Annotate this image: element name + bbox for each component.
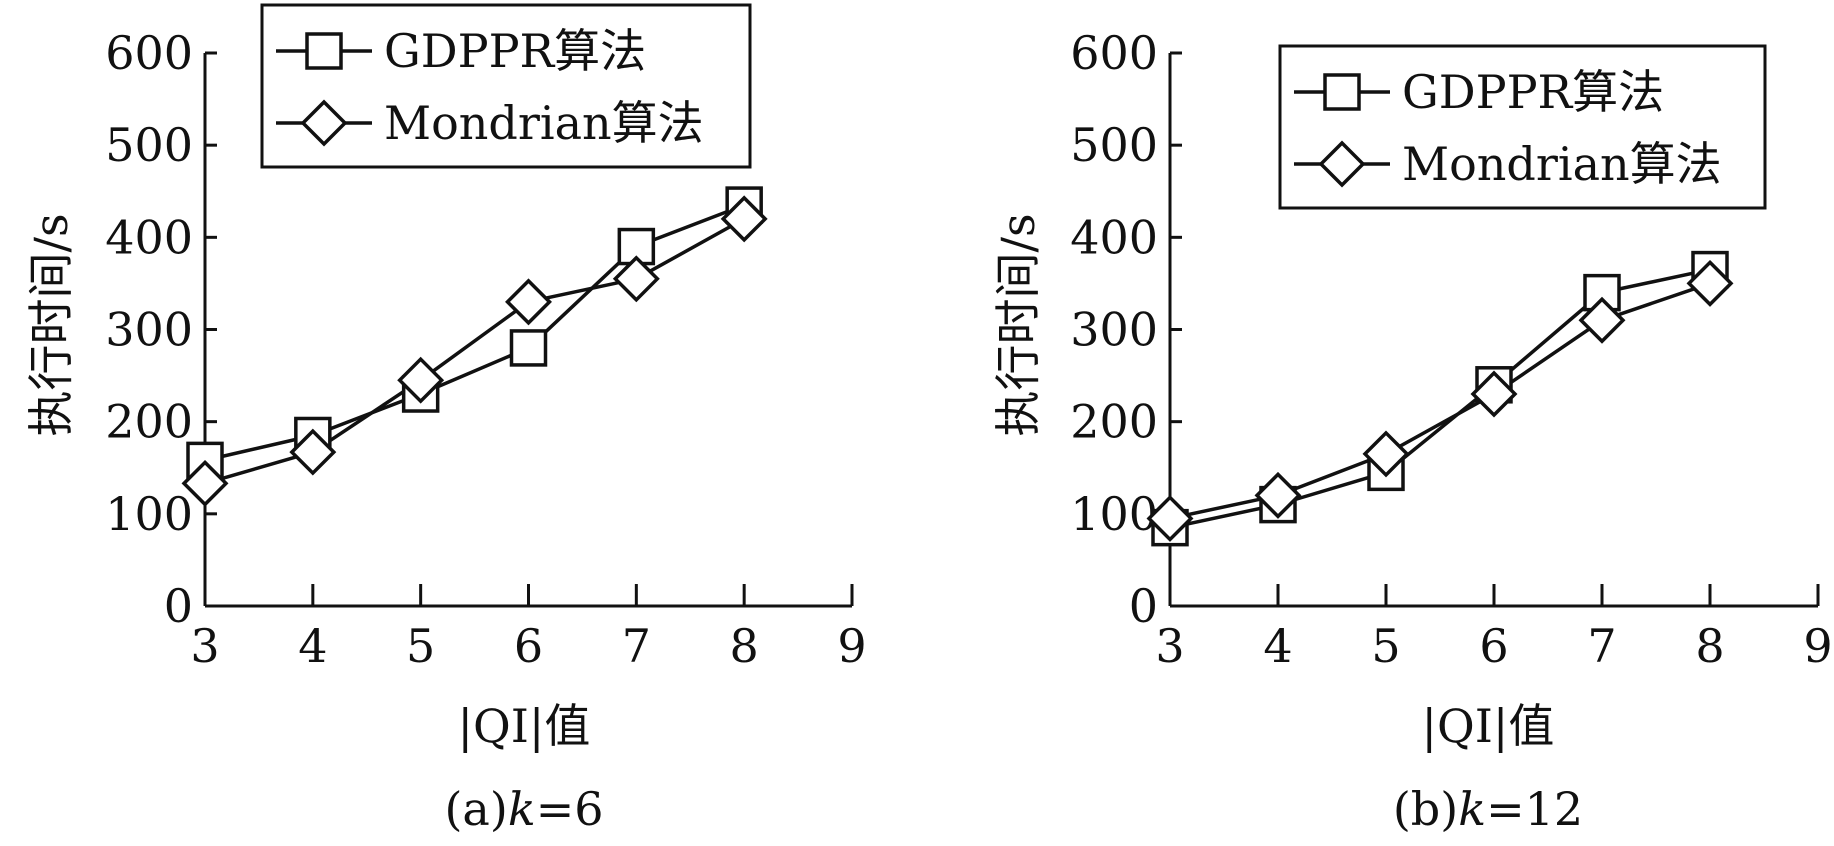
x-tick-label: 4: [1263, 619, 1292, 673]
data-point-diamond: [1470, 370, 1518, 418]
legend-marker-diamond: [300, 99, 348, 147]
data-point-diamond: [505, 278, 552, 326]
caption-a: (a)k=6: [444, 782, 603, 836]
x-axis-title-a: |QI|值: [458, 699, 591, 753]
data-point-diamond: [612, 255, 660, 303]
x-tick-label: 8: [1695, 619, 1724, 673]
y-tick-label: 300: [1070, 303, 1158, 357]
x-tick-label: 3: [1155, 619, 1184, 673]
x-tick-label: 7: [622, 619, 651, 673]
data-point-diamond: [1578, 296, 1626, 344]
caption-a-suffix: =6: [536, 782, 604, 836]
legend-label: Mondrian算法: [384, 96, 704, 150]
x-tick-label: 5: [1371, 619, 1400, 673]
legend-marker-square: [1323, 73, 1361, 111]
data-point-diamond: [1146, 494, 1194, 542]
data-point-diamond: [289, 428, 337, 476]
caption-b: (b)k=12: [1393, 782, 1583, 836]
series-group-b: [1146, 250, 1734, 547]
y-tick-label: 200: [1070, 395, 1158, 449]
legend-label: GDPPR算法: [384, 24, 646, 78]
y-tick-label: 500: [105, 118, 193, 172]
series-line-diamond: [1169, 281, 1711, 521]
series-line-square: [204, 203, 745, 463]
data-point-diamond: [1362, 430, 1410, 478]
legend-label: GDPPR算法: [1402, 65, 1664, 119]
x-tick-label: 9: [1803, 619, 1832, 673]
data-point-diamond: [1686, 259, 1734, 307]
y-tick-label: 100: [1070, 487, 1158, 541]
data-point-diamond: [720, 195, 768, 243]
x-tick-label: 4: [298, 619, 327, 673]
y-tick-label: 0: [1129, 579, 1158, 633]
data-point-diamond: [397, 356, 445, 404]
y-tick-label: 200: [105, 395, 193, 449]
x-tick-label: 6: [1479, 619, 1508, 673]
data-point-diamond: [181, 459, 229, 507]
x-tick-label: 6: [514, 619, 543, 673]
data-point-diamond: [1254, 471, 1302, 519]
y-tick-label: 600: [105, 26, 193, 80]
caption-a-prefix: (a): [444, 782, 507, 836]
data-point-square: [509, 329, 548, 367]
x-tick-label: 9: [837, 619, 866, 673]
legend-marker-square: [305, 32, 343, 70]
legend-marker-diamond: [1318, 140, 1366, 188]
axes-a: 0 100 200 300 400 500 600 3 4 5 6 7 8 9: [105, 26, 866, 673]
y-tick-label: 400: [105, 210, 193, 264]
x-tick-label: 8: [730, 619, 759, 673]
x-tick-label: 3: [190, 619, 219, 673]
y-tick-label: 600: [1070, 26, 1158, 80]
y-tick-label: 0: [164, 579, 193, 633]
legend-label: Mondrian算法: [1402, 137, 1722, 191]
axes-b: 0 100 200 300 400 500 600 3 4 5 6 7 8 9: [1070, 26, 1832, 673]
x-tick-label: 7: [1587, 619, 1616, 673]
caption-b-suffix: =12: [1486, 782, 1583, 836]
caption-b-prefix: (b): [1393, 782, 1458, 836]
caption-a-k: k: [508, 782, 536, 836]
y-tick-label: 500: [1070, 118, 1158, 172]
caption-b-k: k: [1458, 782, 1486, 836]
legend-box: [1278, 44, 1767, 210]
series-group-a: [181, 186, 768, 507]
x-tick-label: 5: [406, 619, 435, 673]
y-axis-title-a: 执行时间/s: [24, 213, 78, 436]
x-axis-title-b: |QI|值: [1422, 699, 1555, 753]
series-line-diamond: [204, 217, 746, 486]
legend-a: GDPPR算法 Mondrian算法: [260, 3, 752, 169]
chart-panel-a: 0 100 200 300 400 500 600 3 4 5 6 7 8 9 GDPPR算法 Mondri…: [24, 3, 867, 836]
y-tick-label: 300: [105, 303, 193, 357]
y-tick-label: 400: [1070, 210, 1158, 264]
legend-b: GDPPR算法 Mondrian算法: [1278, 44, 1767, 210]
y-tick-label: 100: [105, 487, 193, 541]
y-axis-title-b: 执行时间/s: [991, 213, 1045, 436]
series-line-square: [1169, 267, 1711, 530]
chart-panel-b: 0 100 200 300 400 500 600 3 4 5 6 7 8 9 GDPPR算法 Mondri…: [991, 26, 1833, 836]
legend-box: [260, 3, 752, 169]
